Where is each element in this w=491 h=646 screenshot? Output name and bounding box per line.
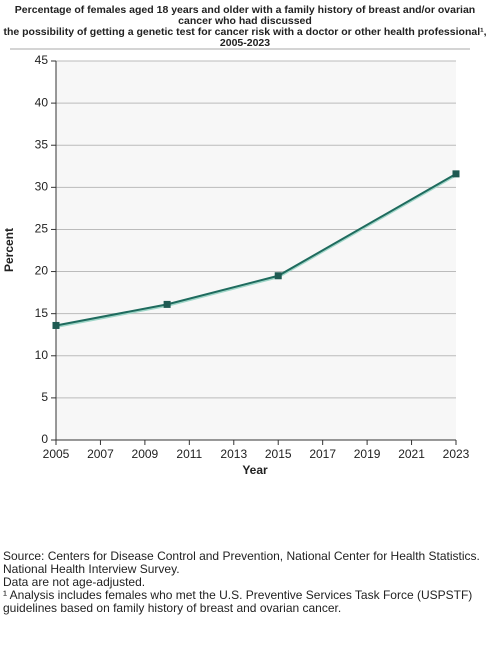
line-shadow [55, 174, 457, 328]
y-tick-label: 5 [41, 390, 48, 404]
marker [452, 170, 460, 178]
y-tick-label: 30 [35, 180, 49, 194]
chart-title: the possibility of getting a genetic tes… [3, 26, 486, 38]
y-tick-label: 0 [41, 432, 48, 446]
x-tick-label: 2009 [132, 447, 159, 461]
x-tick-label: 2007 [87, 447, 114, 461]
x-tick-label: 2011 [176, 447, 202, 461]
x-tick-label: 2013 [220, 447, 247, 461]
chart-title: 2005-2023 [220, 37, 270, 49]
x-axis-label: Year [242, 463, 268, 477]
marker [274, 272, 282, 280]
x-tick-label: 2023 [443, 447, 470, 461]
chart-title: cancer who had discussed [178, 15, 312, 27]
series-line [55, 172, 457, 327]
x-tick-label: 2019 [354, 447, 381, 461]
y-tick-label: 20 [35, 264, 49, 278]
footnote: National Health Interview Survey. [3, 562, 180, 576]
y-tick-label: 25 [35, 222, 49, 236]
y-tick-label: 10 [35, 348, 49, 362]
y-axis-label: Percent [2, 228, 16, 272]
y-tick-label: 15 [35, 306, 49, 320]
y-tick-label: 45 [35, 53, 49, 67]
footnote: guidelines based on family history of br… [3, 601, 341, 615]
plot-background [56, 61, 456, 440]
x-tick-label: 2021 [398, 447, 425, 461]
y-tick-label: 40 [35, 95, 49, 109]
footnote: Data are not age-adjusted. [3, 575, 145, 589]
chart-title: Percentage of females aged 18 years and … [15, 4, 475, 16]
x-tick-label: 2017 [309, 447, 336, 461]
y-tick-label: 35 [35, 137, 49, 151]
marker [52, 321, 60, 329]
footnote: Source: Centers for Disease Control and … [3, 549, 480, 563]
footnote: ¹ Analysis includes females who met the … [3, 588, 472, 602]
x-tick-label: 2015 [265, 447, 292, 461]
marker [163, 300, 171, 308]
x-tick-label: 2005 [43, 447, 70, 461]
